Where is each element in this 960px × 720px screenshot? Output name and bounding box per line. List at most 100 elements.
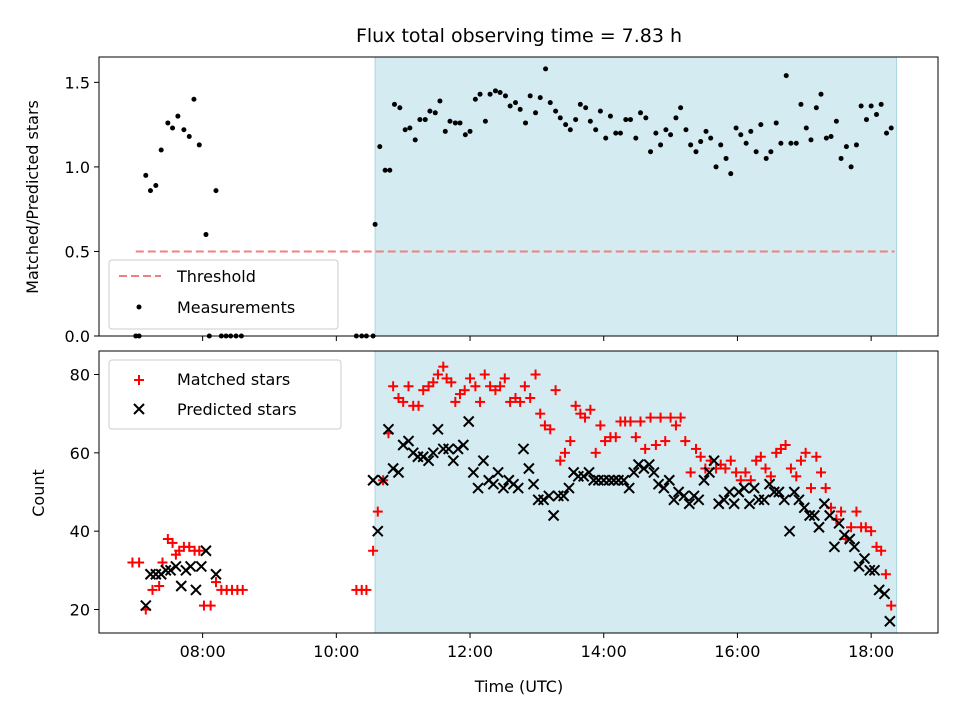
matched-stars-point — [785, 463, 796, 474]
predicted-stars-point — [472, 482, 484, 494]
predicted-stars-point — [848, 541, 861, 553]
measurements-point — [778, 140, 784, 146]
predicted-stars-point — [718, 494, 730, 506]
predicted-stars-point — [547, 509, 560, 522]
measurements-point — [452, 120, 458, 126]
matched-stars-point — [811, 451, 822, 462]
matched-stars-point — [210, 577, 221, 588]
matched-stars-point — [795, 455, 806, 466]
predicted-stars-point — [873, 584, 885, 596]
predicted-stars-point — [164, 564, 177, 577]
predicted-stars-point — [723, 486, 736, 498]
predicted-stars-point — [853, 560, 865, 573]
matched-stars-point — [368, 545, 379, 556]
matched-stars-point — [539, 420, 550, 431]
matched-stars-point — [791, 471, 802, 482]
measurements-point — [517, 106, 523, 112]
y-tick-label: 1.5 — [65, 73, 90, 92]
x-axis-label: Time (UTC) — [474, 677, 563, 696]
matched-stars-point — [194, 545, 205, 556]
measurements-point — [623, 117, 629, 123]
measurements-point — [153, 183, 159, 189]
matched-stars-point — [459, 385, 470, 396]
predicted-stars-point — [823, 509, 836, 522]
measurements-point — [387, 167, 393, 173]
matched-stars-point — [167, 537, 178, 548]
ratio-panel: 0.0 0.5 1.0 1.5 Matched/Predicted stars Thr… — [23, 56, 939, 346]
measurements-point — [748, 128, 754, 134]
measurements-point — [658, 142, 664, 148]
matched-stars-point — [495, 381, 506, 392]
predicted-stars-point — [864, 564, 876, 577]
predicted-stars-point — [652, 478, 665, 490]
measurements-point — [873, 111, 879, 117]
measurements-point — [793, 140, 799, 146]
predicted-stars-point — [884, 615, 896, 627]
predicted-stars-point — [838, 529, 851, 541]
matched-stars-point — [820, 483, 831, 494]
matched-stars-point — [886, 600, 897, 611]
matched-stars-point — [398, 396, 409, 407]
measurements-point — [813, 105, 819, 111]
predicted-stars-point — [527, 478, 540, 490]
matched-stars-point — [559, 447, 570, 458]
matched-stars-point — [595, 420, 606, 431]
predicted-stars-point — [577, 470, 590, 483]
measurements-point — [391, 101, 397, 107]
matched-stars-point — [670, 420, 681, 431]
predicted-stars-point — [492, 466, 504, 479]
matched-legend-swatch — [134, 375, 144, 385]
measurements-point — [668, 132, 674, 138]
predicted-stars-point — [452, 443, 464, 455]
x-tick-label: 14:00 — [581, 642, 627, 661]
matched-stars-point — [565, 436, 576, 447]
predicted-stars-point — [672, 486, 685, 498]
matched-stars-point — [403, 381, 414, 392]
x-tick-label: 12:00 — [447, 642, 493, 661]
measurements-point — [823, 135, 829, 141]
predicted-stars-point — [713, 498, 725, 510]
matched-stars-point — [515, 396, 526, 407]
measurements-point — [412, 137, 418, 143]
predicted-stars-point — [442, 443, 455, 455]
matched-stars-point — [361, 584, 372, 595]
observing-span-shade — [375, 57, 897, 336]
measurements-point — [543, 66, 549, 72]
predicted-stars-point — [678, 490, 690, 502]
measurements-legend-swatch — [136, 304, 142, 310]
predicted-stars-point — [683, 498, 696, 510]
matched-stars-point — [851, 506, 862, 517]
count-panel-ylabel: Count — [29, 469, 48, 517]
y-tick-label: 1.0 — [65, 158, 90, 177]
predicted-stars-point — [432, 423, 444, 436]
predicted-stars-point — [828, 541, 841, 553]
predicted-stars-point — [175, 580, 187, 592]
matched-stars-point — [450, 396, 461, 407]
measurements-point — [688, 142, 694, 148]
measurements-point — [693, 149, 699, 155]
measurements-point — [523, 120, 529, 126]
predicted-stars-point — [803, 509, 816, 522]
y-tick-label: 40 — [70, 522, 90, 541]
measurements-point — [437, 98, 443, 104]
x-tick-label: 18:00 — [848, 642, 894, 661]
measurements-point — [472, 96, 478, 102]
measurements-point — [743, 140, 749, 146]
measurements-point — [878, 101, 884, 107]
measurements-point — [698, 139, 704, 145]
measurements-point — [587, 118, 593, 124]
measurements-point — [627, 117, 633, 123]
ratio-panel-ylabel: Matched/Predicted stars — [23, 100, 42, 294]
predicted-stars-point — [377, 474, 389, 486]
matched-stars-point — [655, 412, 666, 423]
ratio-legend: Threshold Measurements — [108, 259, 339, 330]
predicted-stars-point — [858, 552, 871, 565]
matched-stars-point — [550, 385, 561, 396]
y-tick-label: 60 — [70, 444, 90, 463]
predicted-stars-point — [618, 474, 630, 486]
matched-stars-point — [530, 369, 541, 380]
legend-entry-predicted: Predicted stars — [177, 400, 297, 419]
predicted-stars-point — [402, 435, 415, 447]
measurements-point — [547, 100, 553, 106]
